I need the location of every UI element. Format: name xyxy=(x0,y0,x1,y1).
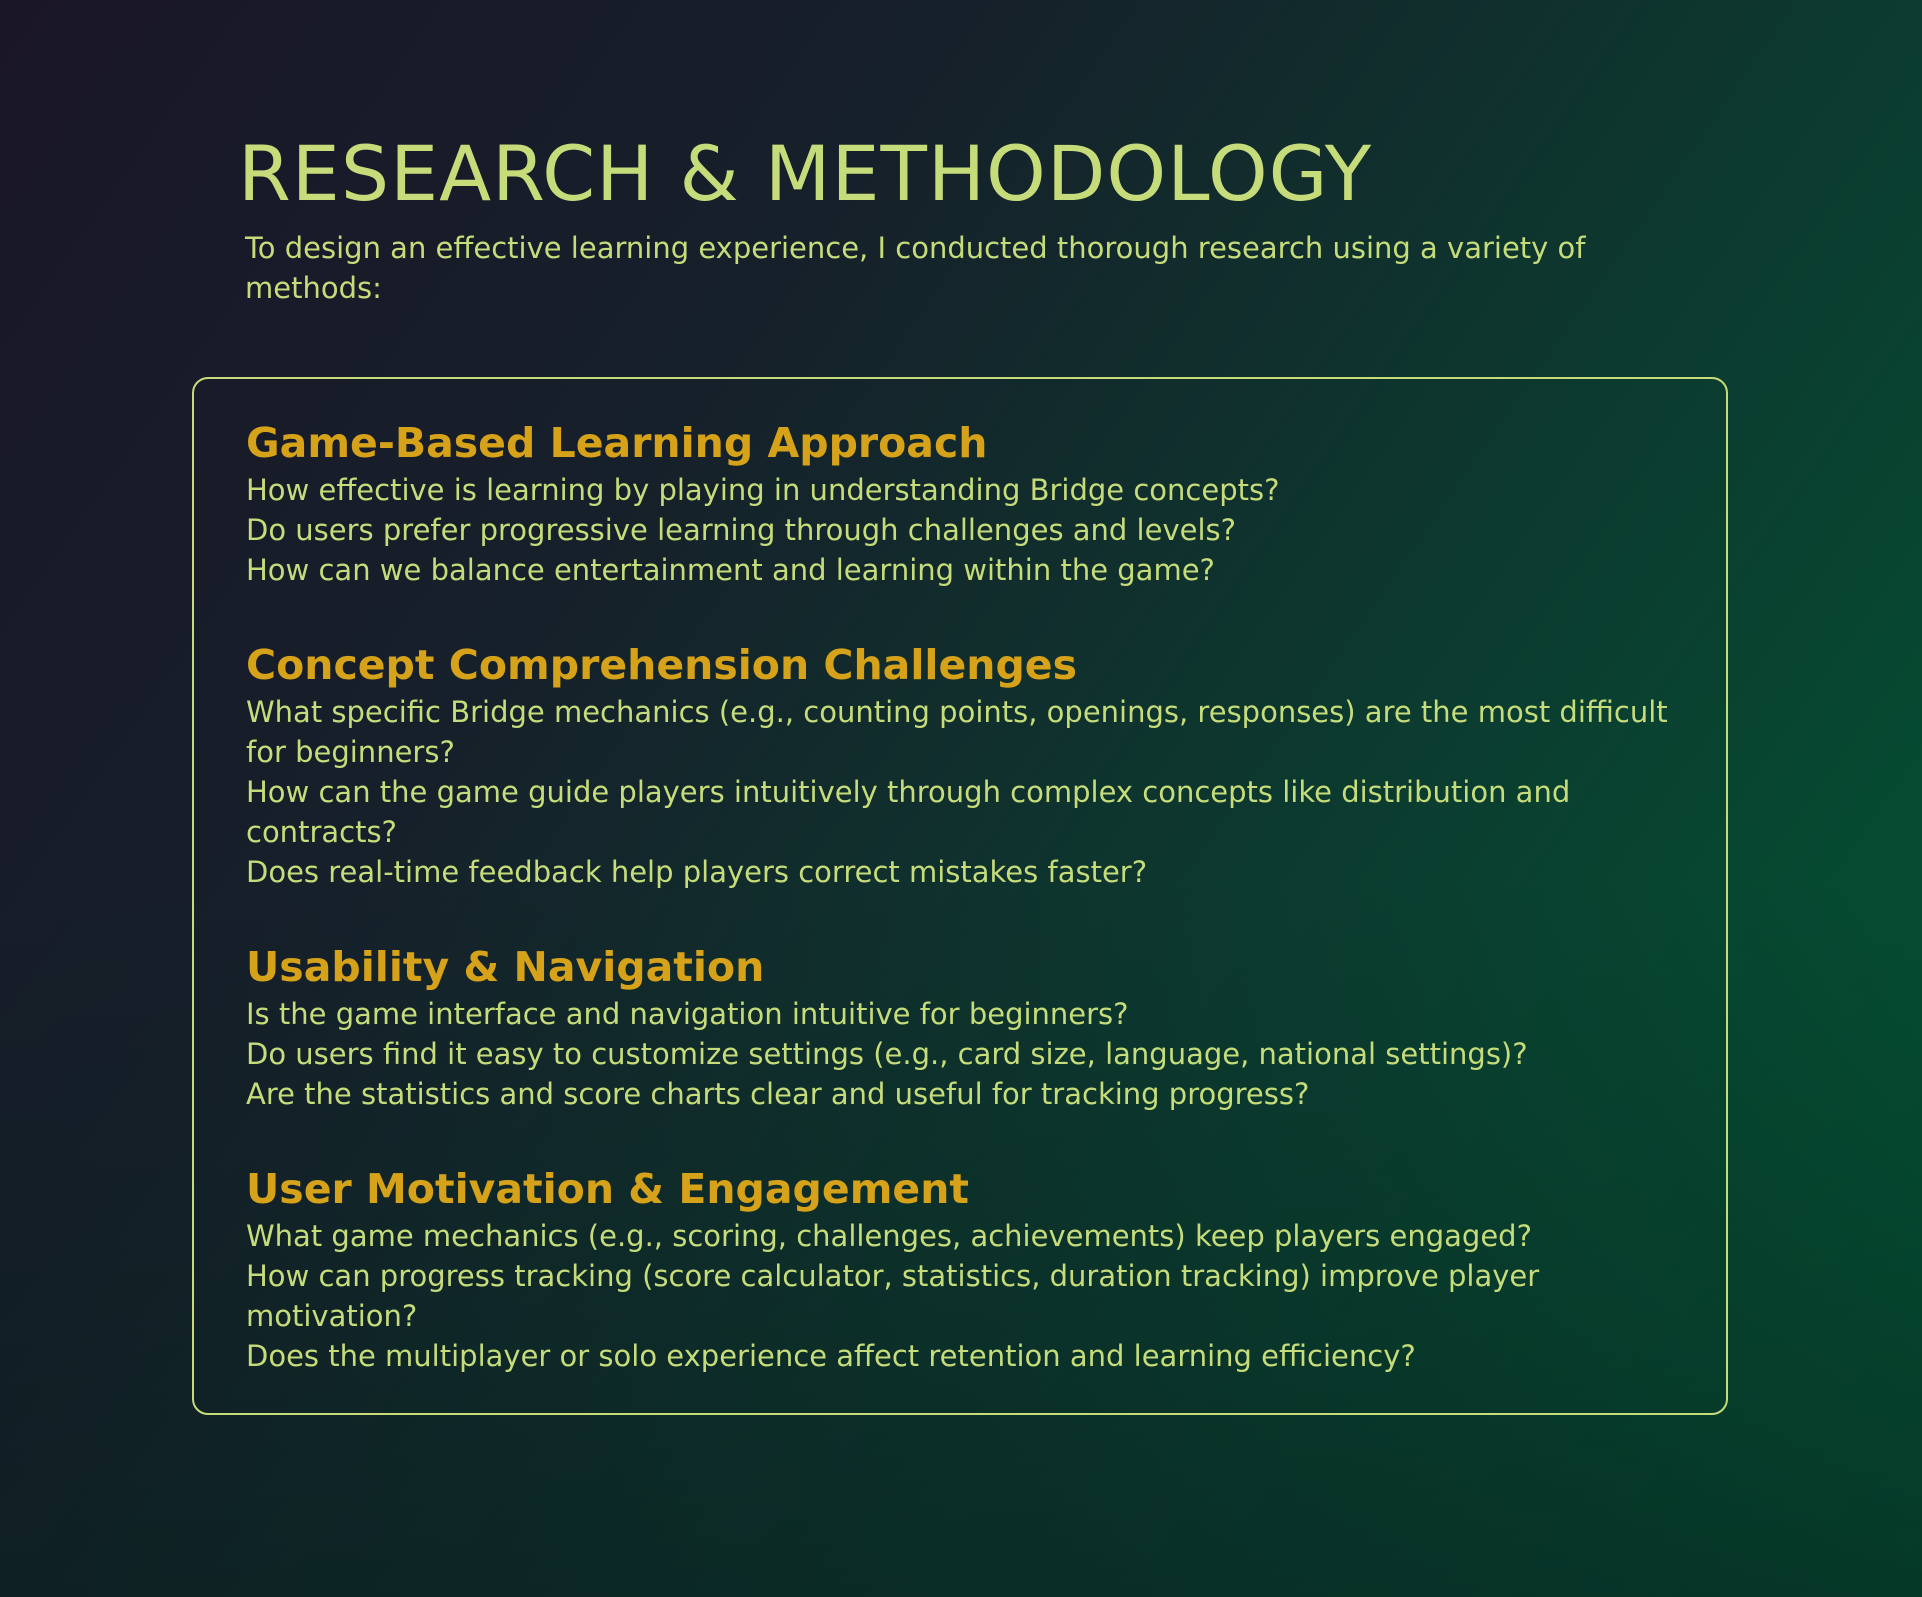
question-item: How effective is learning by playing in … xyxy=(246,473,1280,507)
question-item: Does real-time feedback help players cor… xyxy=(246,855,1148,889)
section-heading: User Motivation & Engagement xyxy=(246,1165,970,1213)
section-heading: Usability & Navigation xyxy=(246,943,765,991)
section-game-based-learning: Game-Based Learning Approach How effecti… xyxy=(246,416,1686,590)
question-item: How can the game guide players intuitive… xyxy=(246,775,1571,849)
question-item: What game mechanics (e.g., scoring, chal… xyxy=(246,1219,1532,1253)
section-usability-navigation: Usability & Navigation Is the game inter… xyxy=(246,940,1686,1114)
question-item: How can we balance entertainment and lea… xyxy=(246,553,1215,587)
question-item: Are the statistics and score charts clea… xyxy=(246,1077,1310,1111)
section-heading: Concept Comprehension Challenges xyxy=(246,641,1078,689)
section-user-motivation: User Motivation & Engagement What game m… xyxy=(246,1162,1686,1376)
question-item: Do users prefer progressive learning thr… xyxy=(246,513,1237,547)
section-concept-comprehension: Concept Comprehension Challenges What sp… xyxy=(246,638,1686,892)
section-heading: Game-Based Learning Approach xyxy=(246,419,988,467)
question-item: Do users find it easy to customize setti… xyxy=(246,1037,1528,1071)
intro-text: To design an effective learning experien… xyxy=(245,231,1586,305)
question-item: What specific Bridge mechanics (e.g., co… xyxy=(246,695,1668,769)
question-item: Does the multiplayer or solo experience … xyxy=(246,1339,1416,1373)
page-title: RESEARCH & METHODOLOGY xyxy=(238,129,1373,218)
question-item: How can progress tracking (score calcula… xyxy=(246,1259,1540,1333)
research-questions-panel: Game-Based Learning Approach How effecti… xyxy=(192,377,1728,1415)
question-item: Is the game interface and navigation int… xyxy=(246,997,1129,1031)
